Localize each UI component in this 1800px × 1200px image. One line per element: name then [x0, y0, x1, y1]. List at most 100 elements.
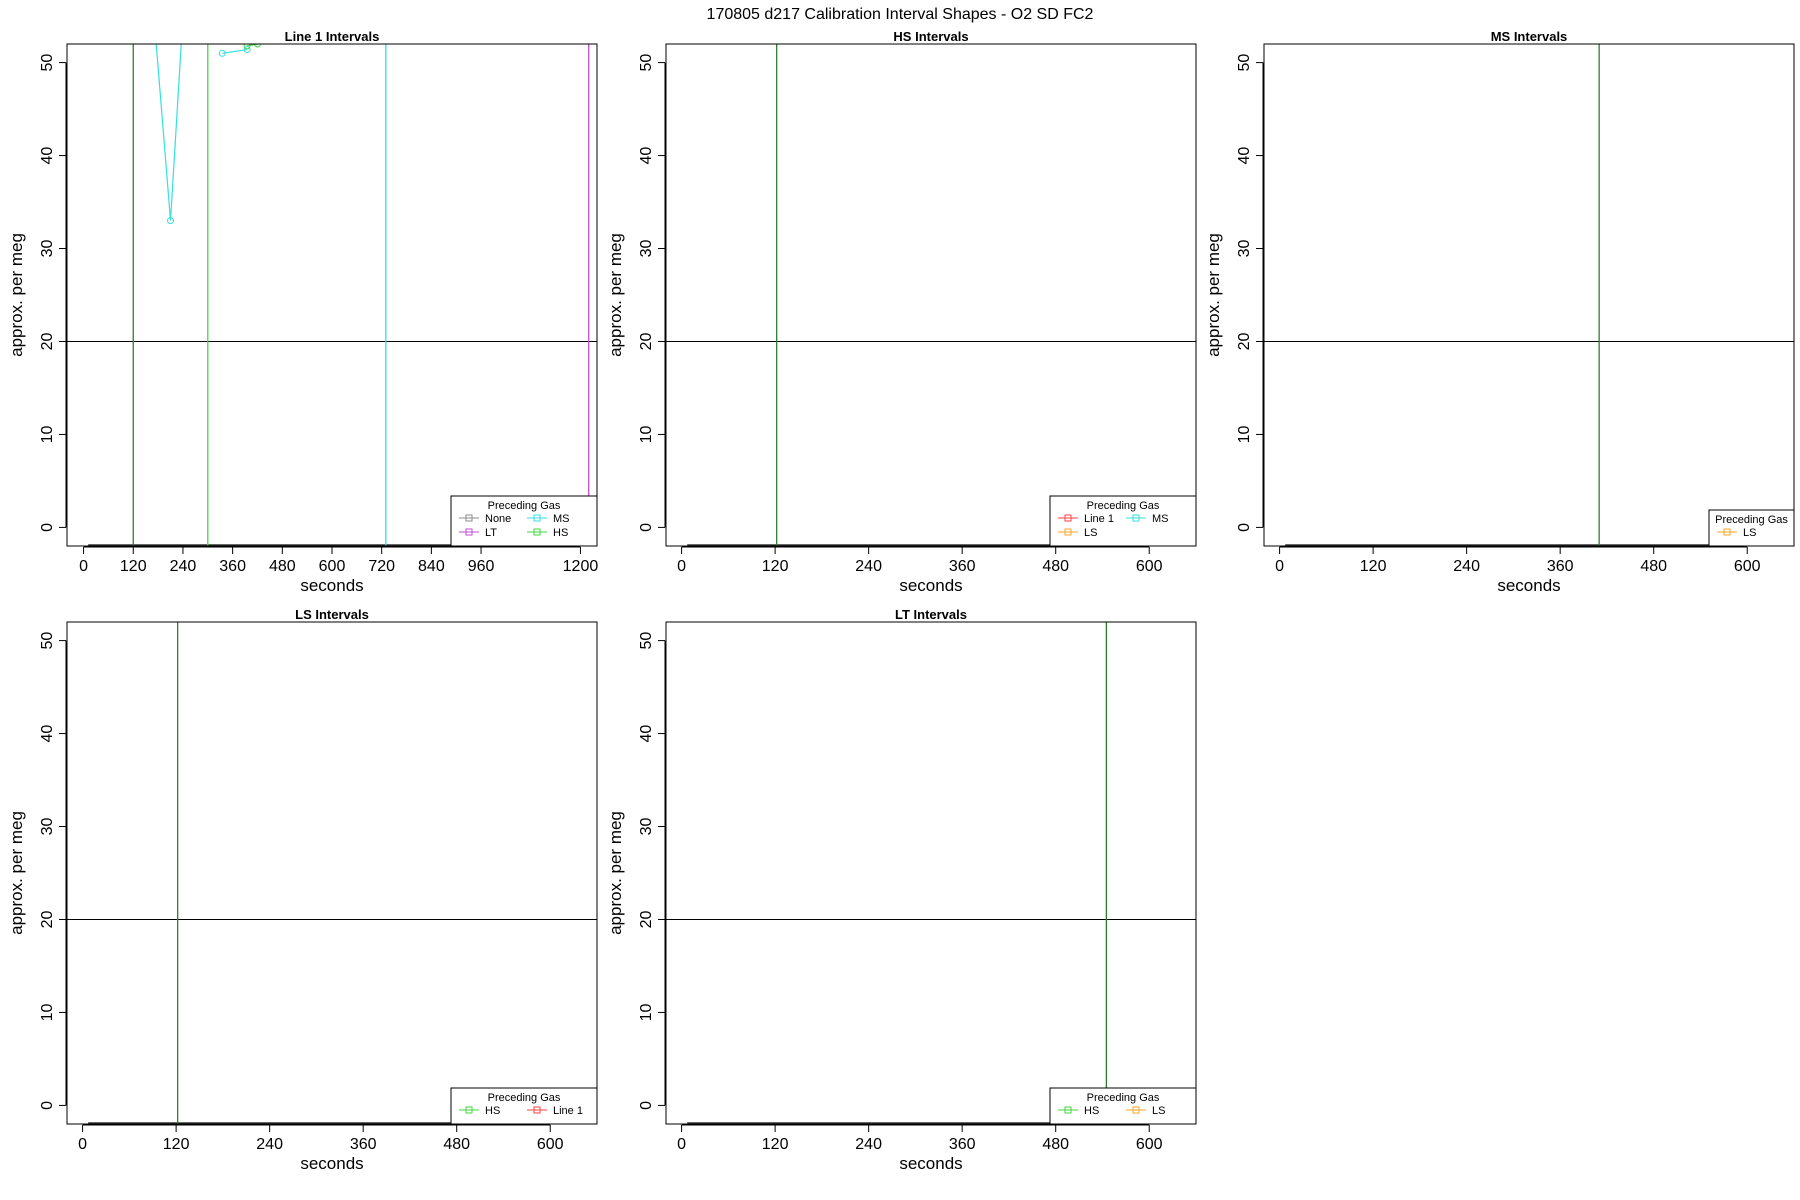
y-tick-label: 10 [39, 425, 56, 443]
legend-swatch-marker [465, 528, 473, 536]
y-axis-label: approx. per meg [606, 811, 625, 935]
x-tick-label: 960 [468, 558, 495, 575]
panel-title: MS Intervals [1491, 29, 1568, 44]
legend-title: Preceding Gas [1087, 1092, 1160, 1104]
y-tick-label: 0 [638, 1101, 655, 1110]
y-tick-label: 30 [39, 818, 56, 836]
y-tick-label: 40 [638, 725, 655, 743]
legend-swatch-marker [533, 1106, 541, 1114]
x-tick-label: 480 [1042, 558, 1069, 575]
panel-title: HS Intervals [893, 29, 968, 44]
x-tick-label: 240 [170, 558, 197, 575]
legend-title: Preceding Gas [488, 500, 561, 512]
y-tick-label: 10 [39, 1003, 56, 1021]
plot-area [1264, 44, 1794, 546]
x-tick-label: 600 [1136, 558, 1163, 575]
y-tick-label: 10 [1236, 425, 1253, 443]
y-tick-label: 20 [39, 910, 56, 928]
y-tick-label: 40 [638, 147, 655, 165]
legend-swatch-marker [1723, 528, 1731, 536]
y-axis-label: approx. per meg [7, 233, 26, 357]
y-axis-label: approx. per meg [7, 811, 26, 935]
x-tick-label: 120 [120, 558, 147, 575]
y-tick-label: 50 [638, 54, 655, 72]
legend-entry-label: HS [485, 1105, 500, 1117]
plot-frame [66, 43, 598, 547]
chart-panel-5: LT Intervals 0 120 240 360 480 600 seconds 0 10 20… [606, 607, 1197, 1173]
legend-swatch-marker [1132, 1106, 1140, 1114]
y-tick-label: 50 [39, 632, 56, 650]
y-tick-label: 10 [638, 425, 655, 443]
plot-frame [1263, 43, 1795, 547]
y-tick-label: 40 [39, 725, 56, 743]
x-axis-label: seconds [899, 1154, 962, 1173]
x-tick-label: 0 [78, 1136, 87, 1153]
legend-box [1049, 495, 1197, 547]
y-tick-label: 30 [39, 240, 56, 258]
x-tick-label: 0 [677, 558, 686, 575]
x-axis-label: seconds [1497, 576, 1560, 595]
legend-box [450, 495, 598, 547]
legend-entry-label: Line 1 [553, 1105, 583, 1117]
panel-title: Line 1 Intervals [285, 29, 380, 44]
plot-frame [665, 621, 1197, 1125]
legend-swatch-marker [533, 514, 541, 522]
x-tick-label: 120 [762, 558, 789, 575]
x-tick-label: 840 [418, 558, 445, 575]
plot-area [67, 44, 597, 546]
y-tick-label: 20 [39, 332, 56, 350]
x-tick-label: 600 [1734, 558, 1761, 575]
x-axis-label: seconds [300, 576, 363, 595]
legend-entry-label: LS [1084, 527, 1097, 539]
legend-swatch-marker [465, 514, 473, 522]
x-tick-label: 480 [443, 1136, 470, 1153]
figure-title: 170805 d217 Calibration Interval Shapes … [707, 6, 1094, 23]
series-line-1 [155, 44, 182, 221]
panel-title: LT Intervals [895, 607, 967, 622]
legend-entry-label: LS [1152, 1105, 1165, 1117]
y-tick-label: 20 [1236, 332, 1253, 350]
x-tick-label: 600 [537, 1136, 564, 1153]
x-axis-label: seconds [899, 576, 962, 595]
series-point-2-1 [218, 49, 226, 57]
legend-box [450, 1087, 598, 1125]
legend-entry-label: HS [553, 527, 568, 539]
y-tick-label: 50 [39, 54, 56, 72]
y-tick-label: 40 [39, 147, 56, 165]
x-axis-label: seconds [300, 1154, 363, 1173]
x-tick-label: 360 [350, 1136, 377, 1153]
x-tick-label: 240 [1453, 558, 1480, 575]
chart-panel-3: MS Intervals 0 120 240 360 480 600 seconds 0 10 20… [1204, 29, 1795, 595]
legend-swatch-marker [533, 528, 541, 536]
legend-entry-label: MS [1152, 513, 1169, 525]
chart-panel-2: HS Intervals 0 120 240 360 480 600 seconds 0 10 20… [606, 29, 1197, 595]
y-tick-label: 50 [1236, 54, 1253, 72]
x-tick-label: 480 [269, 558, 296, 575]
x-tick-label: 600 [1136, 1136, 1163, 1153]
y-tick-label: 0 [39, 1101, 56, 1110]
x-tick-label: 240 [855, 558, 882, 575]
x-tick-label: 0 [1275, 558, 1284, 575]
x-tick-label: 120 [1360, 558, 1387, 575]
x-tick-label: 360 [1547, 558, 1574, 575]
x-tick-label: 1200 [563, 558, 599, 575]
legend-box [1708, 509, 1795, 547]
x-tick-label: 0 [79, 558, 88, 575]
x-tick-label: 720 [368, 558, 395, 575]
legend-entry-label: Line 1 [1084, 513, 1114, 525]
y-tick-label: 30 [638, 818, 655, 836]
legend-entry-label: LS [1743, 527, 1756, 539]
legend-entry-label: MS [553, 513, 570, 525]
plot-frame [665, 43, 1197, 547]
x-tick-label: 600 [319, 558, 346, 575]
x-tick-label: 480 [1042, 1136, 1069, 1153]
series-line-2 [222, 48, 248, 54]
y-tick-label: 0 [638, 523, 655, 532]
x-tick-label: 360 [219, 558, 246, 575]
x-tick-label: 480 [1640, 558, 1667, 575]
legend-swatch-marker [1064, 514, 1072, 522]
